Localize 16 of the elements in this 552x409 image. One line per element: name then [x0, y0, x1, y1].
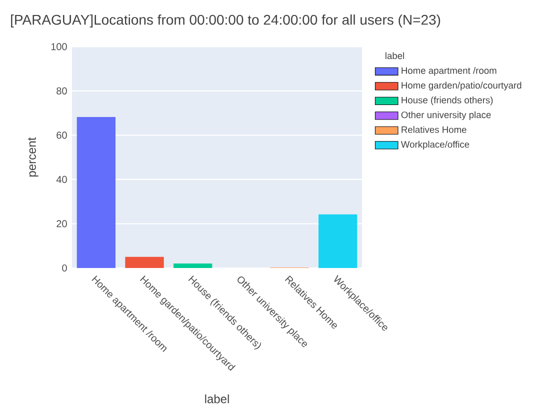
- legend-label: House (friends others): [402, 96, 493, 106]
- legend-label: Home apartment /room: [402, 67, 496, 76]
- y-tick-label: 80: [56, 87, 67, 94]
- legend-label: Workplace/office: [400, 140, 470, 150]
- y-tick-label: 100: [51, 43, 67, 50]
- x-axis-title: label: [205, 394, 229, 404]
- legend-title: label: [386, 52, 404, 60]
- y-tick-label: 40: [56, 176, 67, 184]
- y-tick-label: 20: [56, 220, 67, 228]
- y-tick-label: 60: [56, 132, 67, 139]
- legend-label: Relatives Home: [402, 126, 466, 133]
- chart-title: [PARAGUAY]Locations from 00:00:00 to 24:00:00 for all users (N=23): [11, 14, 440, 28]
- legend-label: Home garden/patio/courtyard: [402, 82, 522, 90]
- y-axis-title: percent: [28, 137, 38, 177]
- y-tick-label: 0: [62, 264, 67, 272]
- legend-label: Other university place: [401, 111, 491, 120]
